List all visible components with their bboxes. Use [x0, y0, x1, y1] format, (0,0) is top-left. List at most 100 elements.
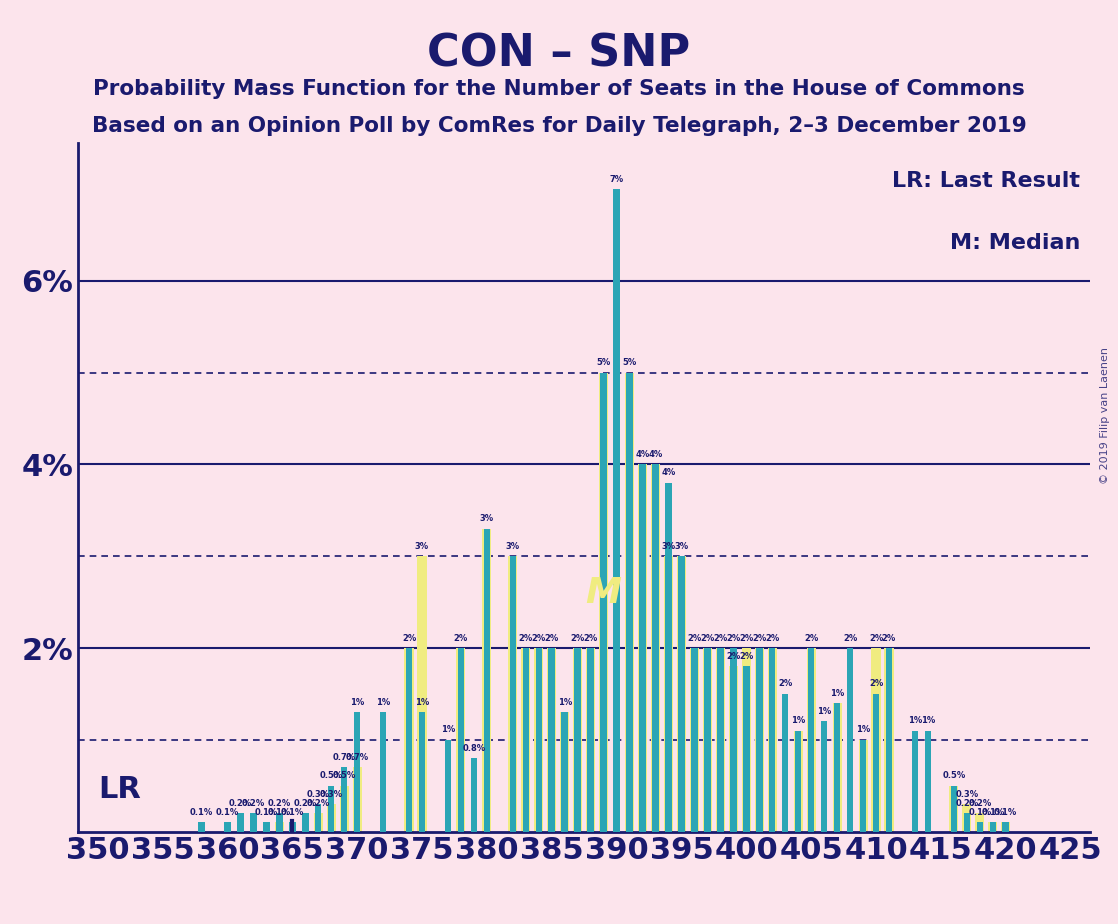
- Text: 0.2%: 0.2%: [968, 798, 992, 808]
- Bar: [821, 722, 827, 832]
- Bar: [536, 648, 542, 832]
- Bar: [873, 694, 879, 832]
- Text: 2%: 2%: [804, 634, 818, 642]
- Text: 0.3%: 0.3%: [306, 789, 330, 798]
- Text: 0.2%: 0.2%: [241, 798, 265, 808]
- Text: 4%: 4%: [648, 450, 663, 459]
- Text: 2%: 2%: [727, 651, 740, 661]
- Bar: [1002, 822, 1011, 832]
- Bar: [509, 556, 518, 832]
- Bar: [315, 804, 322, 832]
- Bar: [225, 822, 230, 832]
- Bar: [600, 372, 607, 832]
- Text: 0.1%: 0.1%: [982, 808, 1004, 817]
- Bar: [575, 648, 581, 832]
- Text: 3%: 3%: [674, 541, 689, 551]
- Bar: [638, 465, 647, 832]
- Bar: [522, 648, 529, 832]
- Text: 0.5%: 0.5%: [942, 772, 966, 780]
- Bar: [521, 648, 530, 832]
- Text: 2%: 2%: [739, 634, 754, 642]
- Bar: [250, 813, 257, 832]
- Bar: [768, 648, 777, 832]
- Bar: [419, 712, 425, 832]
- Text: 0.1%: 0.1%: [267, 808, 291, 817]
- Bar: [561, 712, 568, 832]
- Text: 7%: 7%: [609, 175, 624, 184]
- Text: 1%: 1%: [792, 716, 805, 725]
- Text: 2%: 2%: [727, 634, 740, 642]
- Text: 5%: 5%: [623, 359, 636, 367]
- Bar: [950, 785, 957, 832]
- Bar: [510, 556, 517, 832]
- Bar: [756, 648, 762, 832]
- Bar: [574, 648, 582, 832]
- Text: 2%: 2%: [700, 634, 714, 642]
- Bar: [743, 666, 749, 832]
- Text: 1%: 1%: [350, 698, 364, 707]
- Bar: [794, 731, 803, 832]
- Text: 3%: 3%: [505, 541, 520, 551]
- Text: 1%: 1%: [830, 688, 844, 698]
- Bar: [833, 703, 842, 832]
- Text: 2%: 2%: [739, 651, 754, 661]
- Bar: [328, 785, 334, 832]
- Bar: [406, 648, 413, 832]
- Bar: [703, 648, 712, 832]
- Text: Based on an Opinion Poll by ComRes for Daily Telegraph, 2–3 December 2019: Based on an Opinion Poll by ComRes for D…: [92, 116, 1026, 136]
- Text: 0.2%: 0.2%: [955, 798, 978, 808]
- Bar: [445, 740, 452, 832]
- Text: 2%: 2%: [713, 634, 728, 642]
- Text: 1%: 1%: [817, 707, 832, 716]
- Text: 2%: 2%: [570, 634, 585, 642]
- Bar: [560, 712, 569, 832]
- Bar: [716, 648, 724, 832]
- Text: 4%: 4%: [635, 450, 650, 459]
- Text: 0.1%: 0.1%: [968, 808, 992, 817]
- Text: LR: Last Result: LR: Last Result: [892, 171, 1080, 190]
- Text: 1%: 1%: [376, 698, 390, 707]
- Text: CON – SNP: CON – SNP: [427, 32, 691, 76]
- Text: 2%: 2%: [752, 634, 767, 642]
- Bar: [963, 804, 972, 832]
- Bar: [808, 648, 814, 832]
- Text: 0.3%: 0.3%: [955, 789, 978, 798]
- Bar: [1003, 822, 1008, 832]
- Text: 0.1%: 0.1%: [216, 808, 239, 817]
- Bar: [302, 813, 309, 832]
- Text: 0.1%: 0.1%: [190, 808, 214, 817]
- Text: © 2019 Filip van Laenen: © 2019 Filip van Laenen: [1100, 347, 1110, 484]
- Text: 0.5%: 0.5%: [320, 772, 343, 780]
- Bar: [989, 822, 996, 832]
- Text: 2%: 2%: [778, 679, 793, 688]
- Bar: [405, 648, 414, 832]
- Text: 0.5%: 0.5%: [332, 772, 356, 780]
- Bar: [237, 813, 244, 832]
- Bar: [871, 648, 881, 832]
- Bar: [755, 648, 764, 832]
- Text: 0.2%: 0.2%: [306, 798, 330, 808]
- Text: 4%: 4%: [662, 468, 675, 478]
- Bar: [639, 465, 646, 832]
- Bar: [729, 666, 738, 832]
- Bar: [457, 648, 464, 832]
- Bar: [198, 822, 205, 832]
- Text: 1%: 1%: [908, 716, 922, 725]
- Bar: [314, 813, 323, 832]
- Bar: [534, 648, 543, 832]
- Text: 2%: 2%: [843, 634, 858, 642]
- Bar: [949, 785, 958, 832]
- Text: 0.2%: 0.2%: [294, 798, 316, 808]
- Bar: [456, 648, 465, 832]
- Bar: [547, 648, 557, 832]
- Text: 0.7%: 0.7%: [333, 753, 356, 762]
- Text: M: Median: M: Median: [949, 233, 1080, 252]
- Bar: [741, 648, 751, 832]
- Bar: [626, 372, 633, 832]
- Text: 1%: 1%: [558, 698, 571, 707]
- Text: 2%: 2%: [401, 634, 416, 642]
- Bar: [691, 648, 698, 832]
- Bar: [614, 189, 619, 832]
- Text: 3%: 3%: [480, 514, 494, 523]
- Text: 3%: 3%: [662, 541, 675, 551]
